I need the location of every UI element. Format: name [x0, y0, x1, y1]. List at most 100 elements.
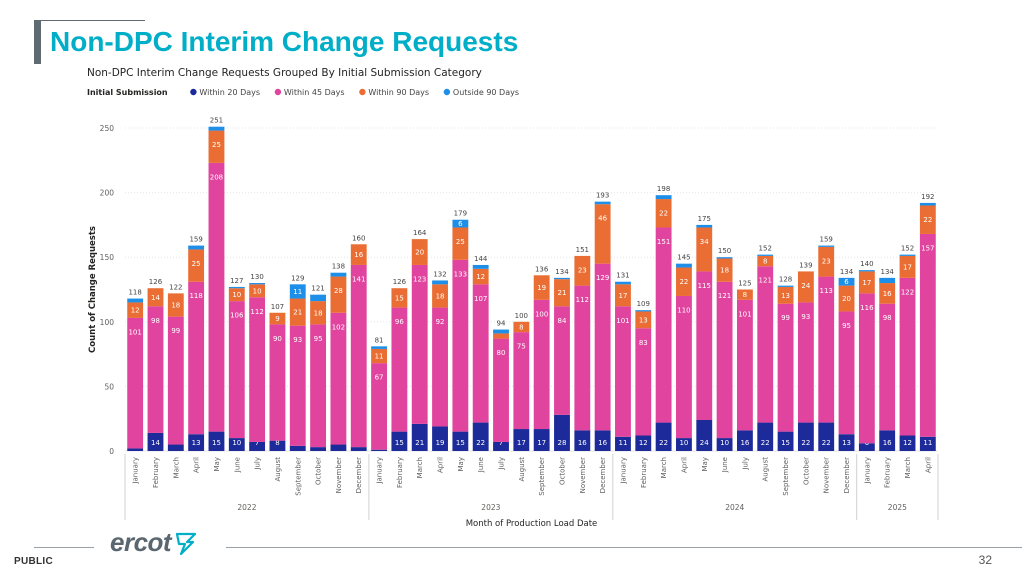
total-label: 94: [497, 320, 506, 328]
bar-segment-outside-90-days: [635, 310, 652, 312]
total-label: 193: [596, 192, 609, 200]
bar-segment-within-20-days: [655, 422, 672, 451]
bar-segment-within-90-days: [655, 199, 672, 228]
y-tick-label: 150: [100, 253, 115, 262]
bar-segment-within-20-days: [574, 430, 591, 451]
data-label: 13: [192, 439, 201, 447]
total-label: 144: [474, 255, 488, 263]
data-label: 106: [230, 312, 244, 320]
legend-swatch-2: [359, 88, 366, 96]
bar-segment-within-45-days: [472, 284, 489, 423]
legend-label-3: Outside 90 Days: [453, 88, 519, 97]
x-tick-label: September: [782, 457, 790, 496]
bar-segment-within-90-days: [472, 268, 489, 285]
x-tick-label: March: [172, 457, 180, 478]
bar-segment-within-90-days: [635, 311, 652, 329]
data-label: 11: [619, 439, 628, 447]
total-label: 130: [250, 273, 263, 281]
bar-segment-within-45-days: [716, 281, 733, 439]
legend-swatch-3: [443, 88, 451, 96]
bar-segment-within-45-days: [635, 328, 652, 436]
bar-segment-within-90-days: [919, 205, 936, 234]
x-tick-label: June: [477, 457, 485, 473]
x-tick-label: October: [802, 457, 810, 485]
stacked-bar-chart: Non-DPC Interim Change Requests Grouped …: [87, 67, 939, 529]
bar-segment-within-20-days: [432, 426, 448, 451]
total-label: 107: [271, 303, 284, 311]
bar-segment-within-20-days: [330, 444, 347, 451]
data-label: 129: [596, 274, 609, 282]
data-label: 18: [436, 292, 445, 300]
bar-segment-within-20-days: [635, 435, 652, 451]
data-label: 13: [781, 292, 790, 300]
bar-segment-within-90-days: [879, 283, 896, 304]
bar-segment-within-90-days: [269, 312, 286, 325]
bar-segment-within-45-days: [127, 317, 144, 449]
bar-segment-within-20-days: [696, 419, 713, 451]
year-label: 2023: [481, 503, 500, 512]
data-label: 17: [862, 279, 871, 287]
data-label: 107: [474, 295, 487, 303]
bar-segment-within-90-days: [330, 276, 347, 313]
data-label: 10: [679, 439, 688, 447]
chart-title: Non-DPC Interim Change Requests Grouped …: [87, 67, 482, 79]
total-label: 81: [375, 336, 384, 344]
data-label: 6: [844, 278, 849, 286]
data-label: 8: [743, 291, 747, 299]
bar-segment-within-20-days: [391, 431, 408, 451]
y-tick-label: 100: [100, 318, 115, 327]
bar-segment-within-45-days: [269, 324, 286, 441]
bar-segment-within-90-days: [228, 288, 245, 302]
total-label: 136: [535, 265, 549, 273]
data-label: 12: [131, 307, 140, 315]
total-label: 179: [454, 210, 467, 218]
bar-segment-within-45-days: [676, 295, 692, 439]
data-label: 122: [901, 288, 914, 296]
bar-segment-outside-90-days: [208, 126, 225, 131]
bar-segment-within-90-days: [533, 275, 550, 300]
year-label: 2024: [725, 503, 744, 512]
bar-segment-within-90-days: [716, 258, 733, 282]
total-label: 164: [413, 229, 427, 237]
bar-segment-within-20-days: [452, 431, 469, 451]
bar-segment-within-45-days: [655, 227, 672, 423]
data-label: 22: [679, 278, 688, 286]
data-label: 208: [210, 173, 223, 181]
bar-segment-within-20-days: [167, 444, 184, 451]
bar-segment-within-45-days: [858, 293, 875, 444]
data-label: 16: [598, 439, 607, 447]
data-label: 98: [151, 317, 160, 325]
bar-segment-outside-90-days: [452, 219, 469, 228]
data-label: 22: [761, 439, 770, 447]
data-label: 17: [517, 439, 526, 447]
bar-segment-within-90-days: [310, 301, 327, 325]
data-label: 93: [293, 336, 302, 344]
data-label: 21: [415, 439, 424, 447]
data-label: 24: [801, 282, 810, 290]
bar-segment-within-45-days: [899, 277, 916, 436]
total-label: 192: [921, 193, 934, 201]
y-tick-label: 250: [100, 124, 115, 133]
bar-segment-within-45-days: [513, 332, 530, 430]
bar-segment-within-45-days: [838, 311, 855, 435]
data-label: 16: [740, 439, 749, 447]
bar-segment-outside-90-days: [818, 245, 835, 247]
total-label: 159: [820, 236, 833, 244]
x-tick-label: July: [254, 457, 262, 471]
data-label: 99: [781, 314, 790, 322]
data-label: 96: [395, 318, 404, 326]
data-label: 24: [700, 439, 709, 447]
bar-segment-within-20-days: [513, 429, 530, 451]
data-label: 14: [151, 294, 160, 302]
bar-segment-within-20-days: [249, 441, 266, 451]
bar-segment-within-45-days: [350, 264, 367, 448]
bar-segment-within-45-days: [574, 285, 591, 431]
total-label: 145: [677, 254, 690, 262]
total-label: 251: [210, 117, 223, 125]
classification-label: PUBLIC: [14, 556, 54, 567]
data-label: 22: [659, 210, 668, 218]
total-label: 198: [657, 185, 670, 193]
total-label: 159: [189, 236, 202, 244]
total-label: 139: [799, 261, 812, 269]
data-label: 17: [537, 439, 546, 447]
